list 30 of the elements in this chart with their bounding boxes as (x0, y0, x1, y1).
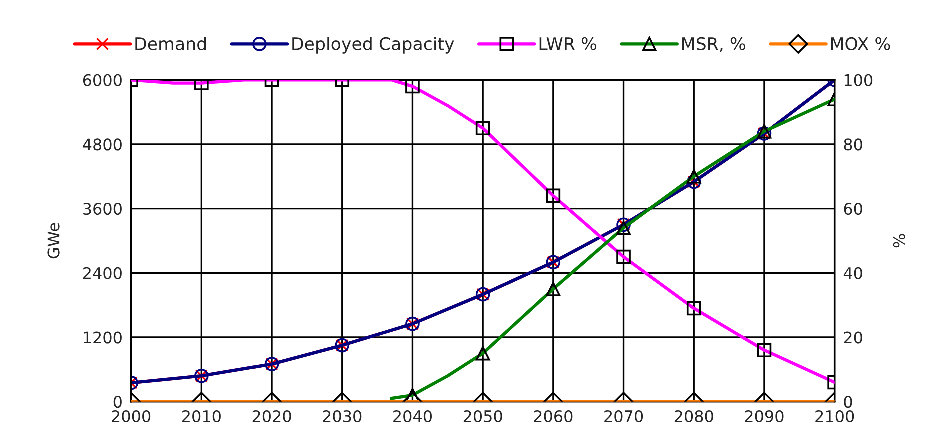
y2-tick-label: 100 (844, 74, 873, 86)
x-tick-label: 2030 (323, 410, 362, 423)
y-tick-label: 2400 (84, 267, 122, 280)
legend-label: MOX % (831, 37, 890, 50)
x-tick-label: 2070 (604, 410, 644, 423)
legend-label: Deployed Capacity (292, 37, 454, 54)
y-tick-label: 6000 (83, 74, 122, 86)
x-tick-label: 2000 (112, 410, 151, 423)
y2-tick-label: 60 (844, 203, 862, 216)
y2-tick-label: 40 (844, 267, 862, 280)
legend-label: MSR, % (682, 37, 746, 52)
y2-tick-label: 20 (844, 332, 862, 344)
x-tick-label: 2100 (816, 410, 854, 423)
x-tick-label: 2010 (182, 410, 221, 423)
x-tick-label: 2040 (394, 410, 432, 423)
y2-tick-label: 0 (844, 396, 852, 408)
y-axis-title: GWe (48, 223, 60, 259)
y-tick-label: 4800 (83, 138, 122, 151)
x-tick-label: 2060 (534, 410, 573, 423)
y2-tick-label: 80 (844, 138, 862, 151)
y2-axis-title: % (893, 234, 906, 248)
x-tick-label: 2050 (464, 410, 502, 423)
y-tick-label: 0 (114, 396, 122, 408)
legend-label: LWR % (540, 37, 597, 50)
y-tick-label: 3600 (84, 203, 122, 216)
x-tick-label: 2080 (674, 410, 714, 423)
y-tick-label: 1200 (84, 332, 122, 344)
legend-label: Demand (136, 37, 206, 50)
x-tick-label: 2090 (745, 410, 784, 423)
x-tick-label: 2020 (252, 410, 292, 423)
